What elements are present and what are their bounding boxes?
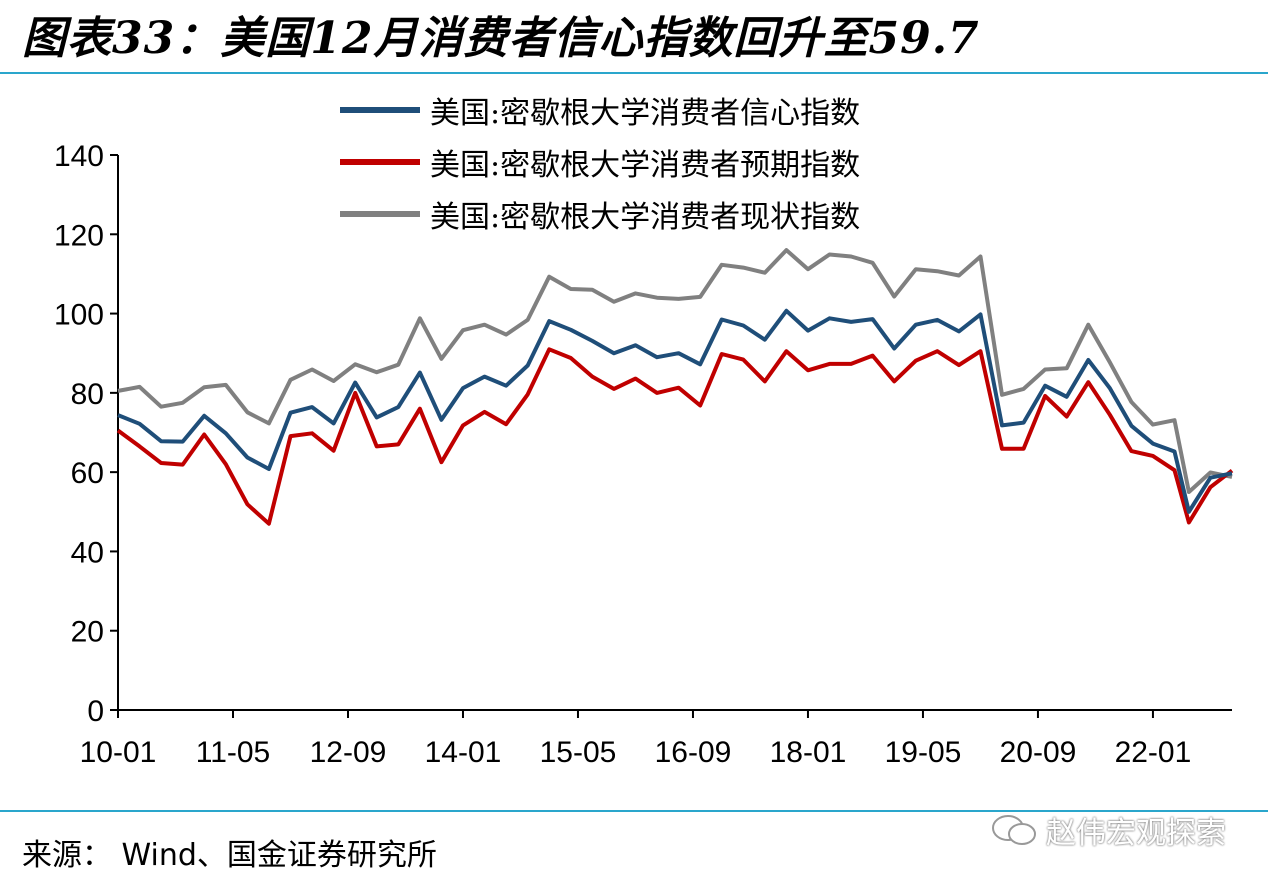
- x-tick-label: 11-05: [196, 736, 271, 769]
- x-tick-label: 14-01: [425, 736, 502, 769]
- y-tick-label: 60: [71, 457, 104, 490]
- legend-label-current: 美国:密歇根大学消费者现状指数: [430, 200, 861, 235]
- watermark: 赵伟宏观探索: [990, 808, 1226, 852]
- legend-item-confidence: 美国:密歇根大学消费者信心指数: [340, 84, 860, 136]
- x-tick-label: 12-09: [310, 736, 387, 769]
- x-tick-label: 15-05: [540, 736, 617, 769]
- x-tick-label: 19-05: [885, 736, 962, 769]
- legend-swatch-confidence: [340, 107, 420, 113]
- source-divider: [0, 810, 1268, 812]
- wechat-icon: [992, 815, 1036, 845]
- y-tick-label: 140: [54, 140, 104, 173]
- source-note: 来源： Wind、国金证券研究所: [22, 838, 437, 873]
- x-tick-label: 10-01: [80, 736, 157, 769]
- legend-label-confidence: 美国:密歇根大学消费者信心指数: [430, 96, 861, 131]
- y-tick-label: 40: [71, 536, 104, 569]
- legend-item-current: 美国:密歇根大学消费者现状指数: [340, 188, 860, 240]
- chart-axes: 0 20 40 60 80 100 120 140 10-01 11-05 12-09 14-01 15…: [54, 140, 1232, 769]
- x-tick-label: 16-09: [655, 736, 732, 769]
- legend-label-expectations: 美国:密歇根大学消费者预期指数: [430, 148, 861, 183]
- series-line-0: [117, 308, 1233, 514]
- series-line-2: [117, 248, 1233, 494]
- legend-item-expectations: 美国:密歇根大学消费者预期指数: [340, 136, 860, 188]
- x-tick-label: 18-01: [770, 736, 847, 769]
- legend-swatch-expectations: [340, 159, 420, 165]
- watermark-text: 赵伟宏观探索: [1046, 816, 1226, 851]
- chart-series: [116, 248, 1234, 526]
- x-tick-label: 22-01: [1115, 736, 1192, 769]
- y-tick-label: 100: [54, 299, 104, 332]
- chart-title: 图表33：美国12月消费者信心指数回升至59.7: [22, 13, 980, 64]
- x-tick-label: 20-09: [1000, 736, 1077, 769]
- legend-swatch-current: [340, 211, 420, 217]
- y-tick-label: 20: [71, 616, 104, 649]
- y-tick-label: 80: [71, 378, 104, 411]
- series-line-1: [116, 347, 1234, 526]
- y-tick-label: 120: [54, 219, 104, 252]
- y-tick-label: 0: [87, 695, 104, 728]
- title-divider: [0, 72, 1268, 74]
- chart-legend: 美国:密歇根大学消费者信心指数 美国:密歇根大学消费者预期指数 美国:密歇根大学…: [340, 84, 860, 240]
